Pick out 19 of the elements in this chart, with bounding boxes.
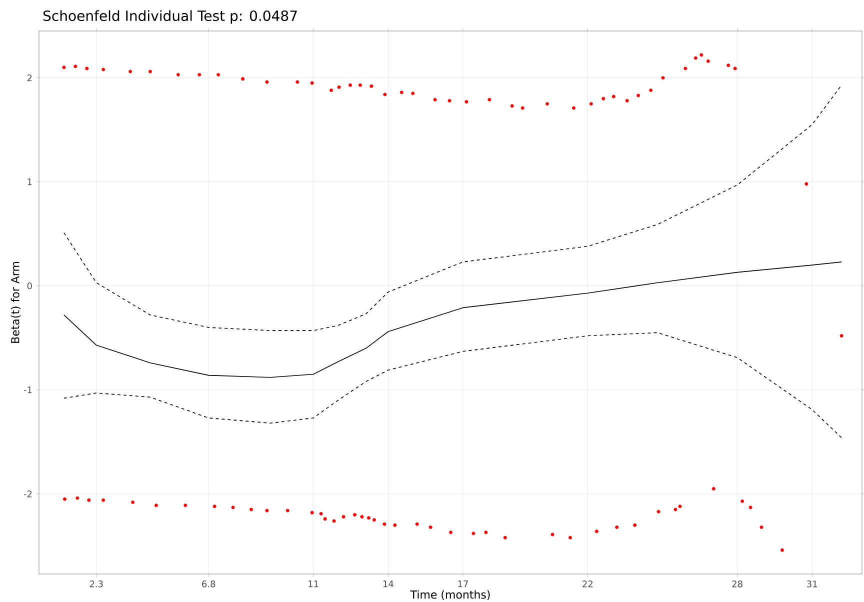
x-tick-label: 22 [582, 580, 592, 588]
line-series [64, 332, 842, 438]
x-tick-label: 17 [458, 580, 468, 588]
y-axis-title: Beta(t) for Arm [10, 262, 21, 343]
line-series [64, 262, 842, 378]
x-tick-label: 11 [308, 580, 318, 588]
chart-title: Schoenfeld Individual Test p: 0.0487 [43, 10, 297, 24]
x-tick-label: 14 [383, 580, 394, 588]
x-tick-label: 2.3 [90, 580, 103, 588]
x-axis-title: Time (months) [410, 590, 490, 600]
x-tick-label: 31 [807, 580, 818, 588]
line-series [64, 84, 842, 331]
y-tick-label: 1 [28, 178, 32, 186]
y-tick-label: 0 [27, 282, 32, 290]
y-tick-label: -2 [24, 490, 32, 498]
y-tick-label: -1 [24, 386, 32, 394]
y-tick-label: 2 [27, 74, 32, 82]
x-tick-label: 6.8 [202, 580, 216, 588]
x-tick-label: 28 [732, 580, 742, 588]
